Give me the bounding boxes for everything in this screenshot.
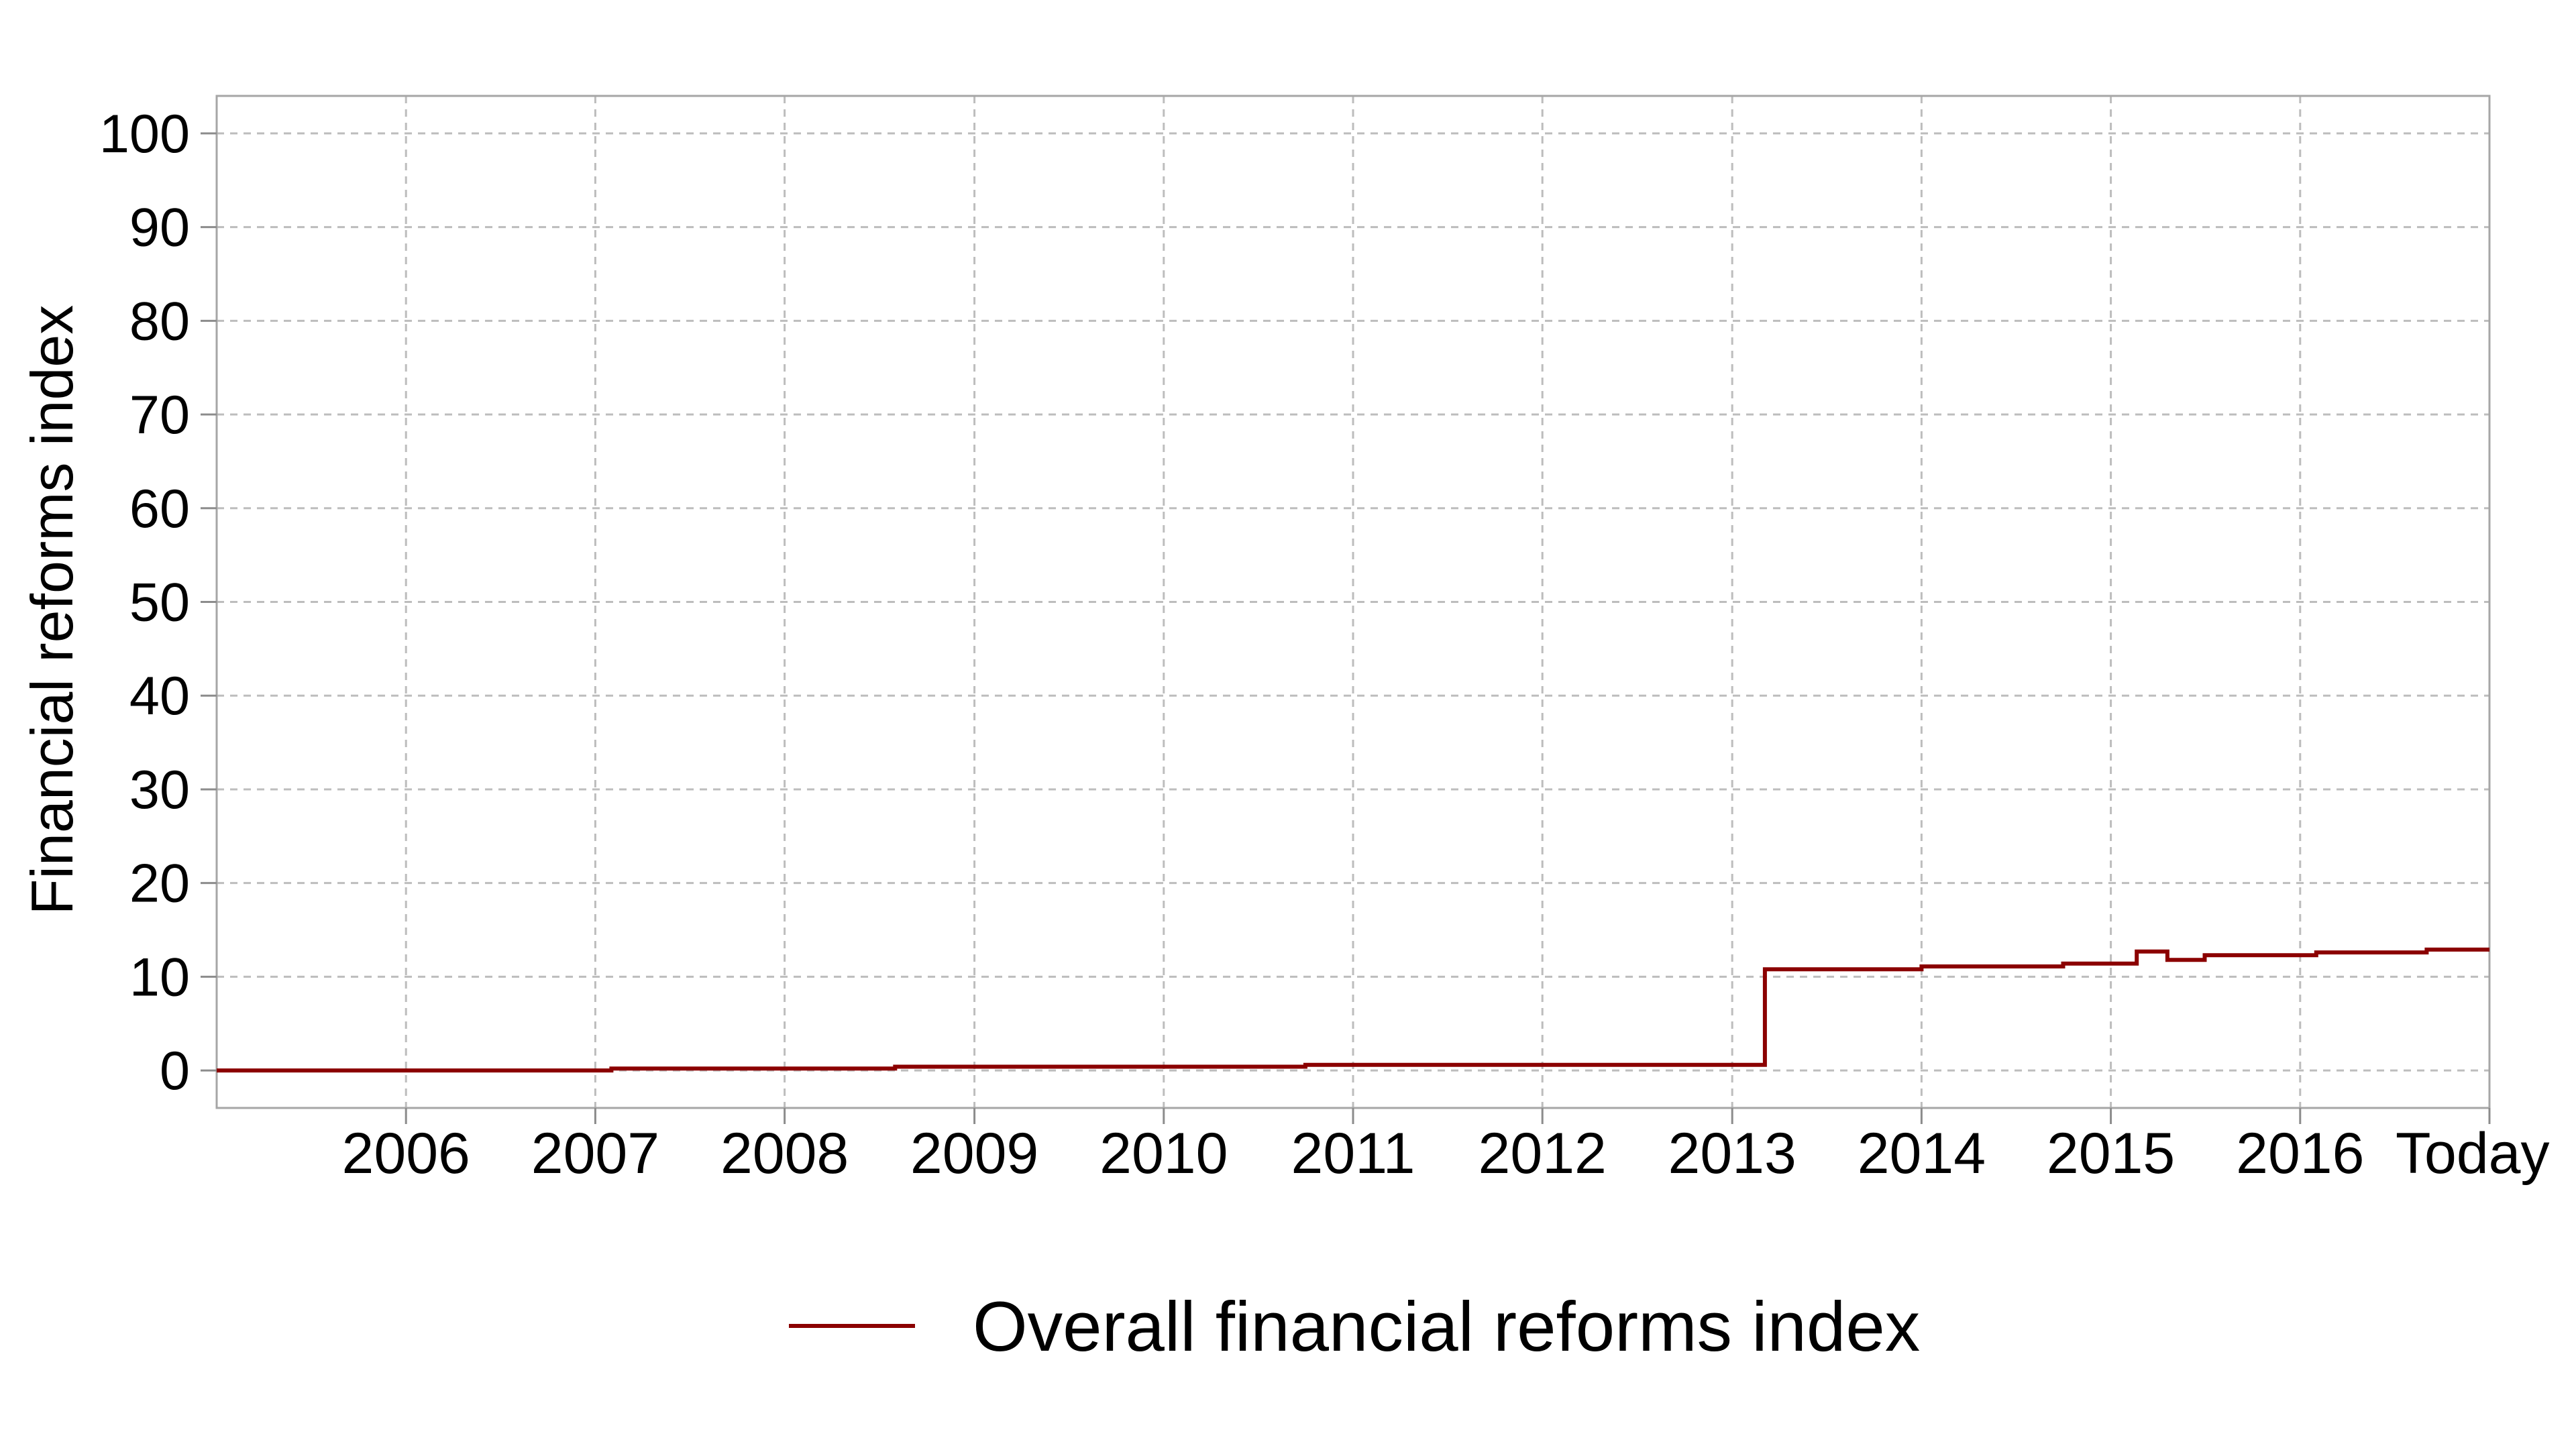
y-tick-label: 90 bbox=[129, 198, 190, 258]
x-tick-label: 2014 bbox=[1858, 1121, 1986, 1186]
y-tick-label: 40 bbox=[129, 666, 190, 726]
y-tick-label: 70 bbox=[129, 385, 190, 445]
y-tick-label: 20 bbox=[129, 854, 190, 914]
series-line bbox=[217, 947, 2489, 1073]
y-tick-label: 80 bbox=[129, 291, 190, 351]
x-tick-label: 2012 bbox=[1479, 1121, 1607, 1186]
y-tick-label: 100 bbox=[99, 104, 190, 164]
x-tick-label: 2009 bbox=[910, 1121, 1038, 1186]
y-tick-label: 50 bbox=[129, 573, 190, 633]
x-tick-label: 2016 bbox=[2236, 1121, 2364, 1186]
y-tick-label: 60 bbox=[129, 479, 190, 539]
x-tick-label: 2011 bbox=[1291, 1121, 1415, 1186]
x-tick-label: 2015 bbox=[2047, 1121, 2175, 1186]
x-tick-label: 2010 bbox=[1099, 1121, 1228, 1186]
series-layer bbox=[217, 947, 2489, 1073]
legend-label: Overall financial reforms index bbox=[973, 1288, 1920, 1366]
x-tick-label: 2006 bbox=[342, 1121, 470, 1186]
x-tick-label: Today bbox=[2396, 1121, 2550, 1186]
y-tick-label: 0 bbox=[160, 1041, 190, 1101]
grid-layer bbox=[217, 96, 2491, 1108]
y-tick-label: 30 bbox=[129, 760, 190, 820]
axis-layer: 0 10 20 30 40 50 60 70 80 90 100 2006 2007 2008 2009 20… bbox=[99, 104, 2550, 1186]
legend: Overall financial reforms index bbox=[789, 1288, 1920, 1366]
y-tick-label: 10 bbox=[129, 947, 190, 1007]
y-axis-title: Financial reforms index bbox=[19, 305, 85, 915]
x-tick-label: 2008 bbox=[720, 1121, 849, 1186]
x-tick-label: 2013 bbox=[1668, 1121, 1796, 1186]
x-tick-label: 2007 bbox=[531, 1121, 659, 1186]
